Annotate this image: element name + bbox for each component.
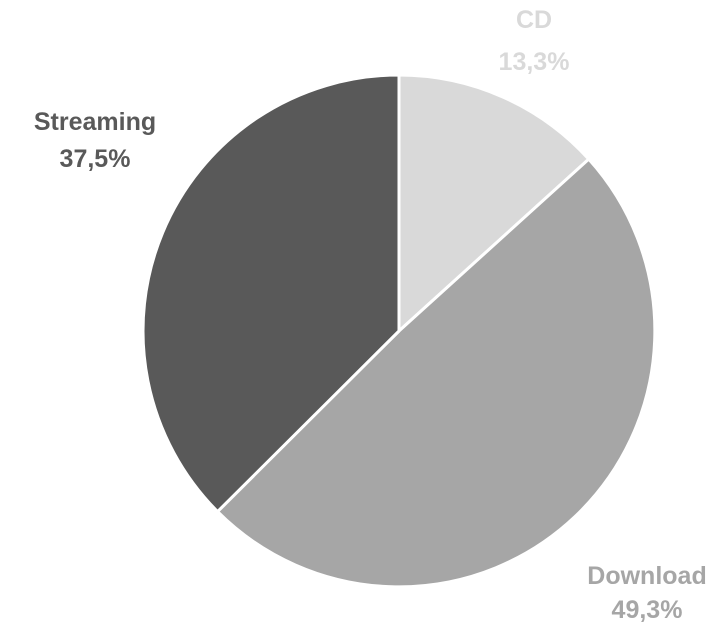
slice-label-streaming: Streaming <box>34 108 156 136</box>
slice-value-label-cd: 13,3% <box>499 48 570 76</box>
slice-label-cd: CD <box>516 6 552 34</box>
pie-slice-streaming <box>141 73 401 514</box>
slice-label-download: Download <box>587 562 706 590</box>
slice-value-label-streaming: 37,5% <box>60 145 131 173</box>
slice-value-label-download: 49,3% <box>612 596 683 624</box>
pie-slice-cd <box>397 73 591 333</box>
pie-slice-download <box>216 157 657 589</box>
